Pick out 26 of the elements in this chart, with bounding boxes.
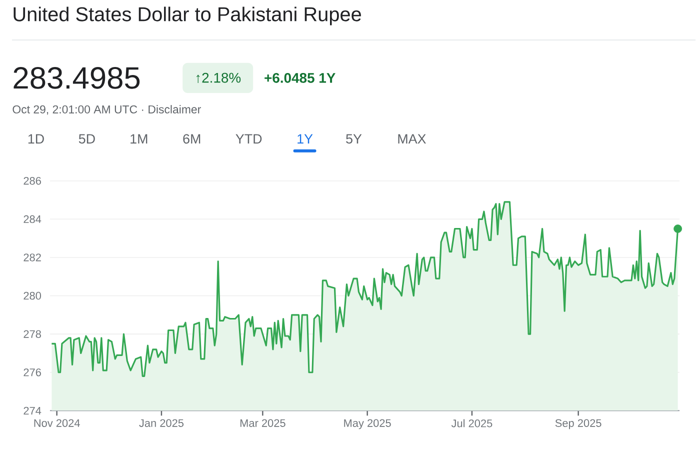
text: 1D [28,134,44,144]
x-tick-label: Jul 2025 [451,419,492,428]
text: 5D [78,134,95,144]
text: Oct 29, 2:01:00 AM UTC · Disclaimer [12,105,201,115]
text: 5Y [346,134,362,144]
text: 6M [183,134,200,144]
chart-title: United States Dollar to Pakistani Rupee [14,6,361,26]
text: 283.4985 [14,67,140,90]
x-tick-label: Jan 2025 [139,419,184,428]
text: +6.0485 1Y [264,73,336,84]
x-tick-label: Mar 2025 [240,419,286,428]
text: 1Y [298,134,313,144]
text: MAX [398,134,426,144]
text: ↑2.18% [196,73,241,84]
y-tick-label: 284 [24,215,42,224]
x-tick-label: Nov 2024 [34,419,80,428]
y-tick-label: 280 [24,292,42,300]
y-tick-label: 278 [24,330,41,338]
y-tick-label: 282 [24,254,41,262]
x-tick-label: Sep 2025 [555,419,602,430]
x-tick-label: May 2025 [344,419,391,430]
y-tick-label: 286 [24,177,41,185]
text: YTD [236,134,262,144]
y-tick-label: 276 [24,368,41,376]
text: 1M [130,134,148,144]
y-tick-label: 274 [24,407,42,415]
